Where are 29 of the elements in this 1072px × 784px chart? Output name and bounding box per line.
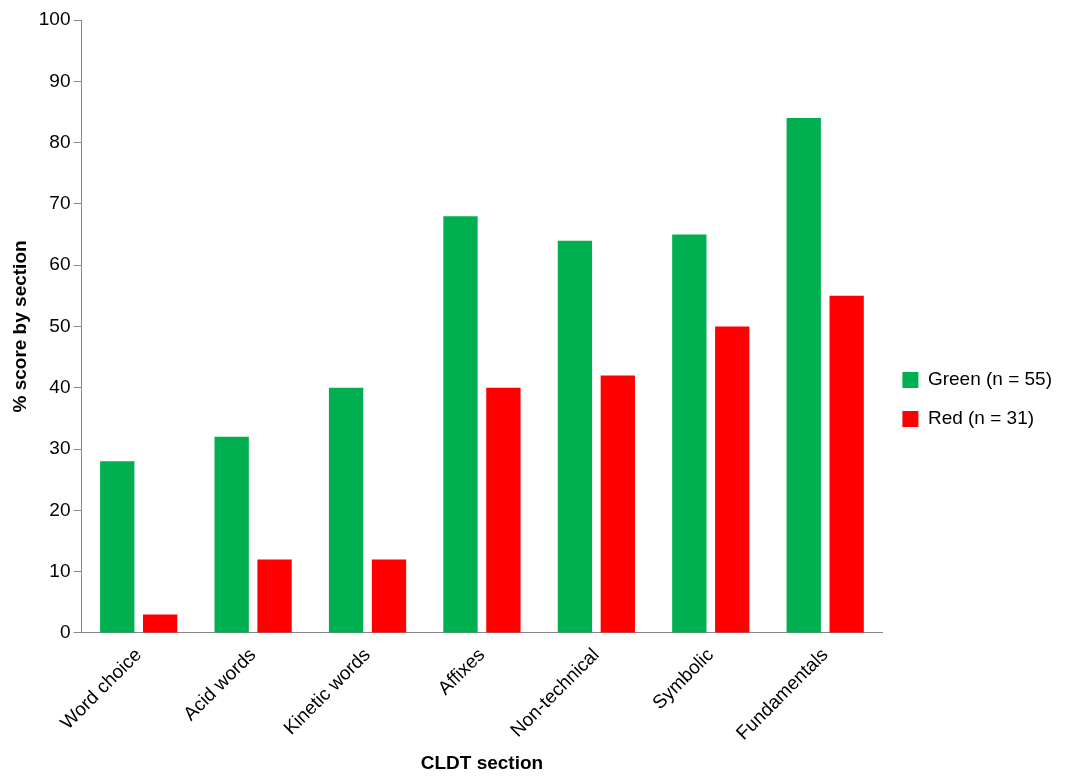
bar	[328, 387, 364, 633]
bar	[786, 118, 821, 633]
y-tick-label: 20	[49, 498, 71, 520]
y-tick-label: 70	[49, 192, 71, 214]
y-tick-label: 30	[49, 437, 71, 459]
bar	[443, 216, 478, 633]
y-tick-label: 0	[59, 621, 71, 643]
bar	[672, 234, 707, 633]
bar	[829, 295, 864, 633]
bar	[257, 559, 292, 633]
bar	[100, 461, 135, 633]
y-tick-label: 50	[49, 314, 71, 336]
y-tick-label: 10	[49, 559, 71, 581]
y-tick-label: 60	[49, 253, 71, 275]
bar	[486, 387, 521, 633]
y-tick-label: 90	[49, 69, 71, 91]
legend-label: Green (n = 55)	[927, 368, 1052, 390]
y-axis-title: % score by section	[8, 240, 30, 413]
bar	[557, 240, 593, 633]
bar	[600, 375, 635, 633]
legend-label: Red (n = 31)	[927, 407, 1035, 429]
x-axis-title: CLDT section	[420, 751, 544, 773]
bar	[371, 559, 407, 633]
bar	[143, 614, 178, 633]
y-tick-label: 40	[49, 376, 71, 397]
bar	[715, 326, 750, 633]
y-tick-label: 100	[38, 8, 71, 30]
y-tick-label: 80	[49, 130, 71, 152]
bar	[214, 436, 249, 633]
